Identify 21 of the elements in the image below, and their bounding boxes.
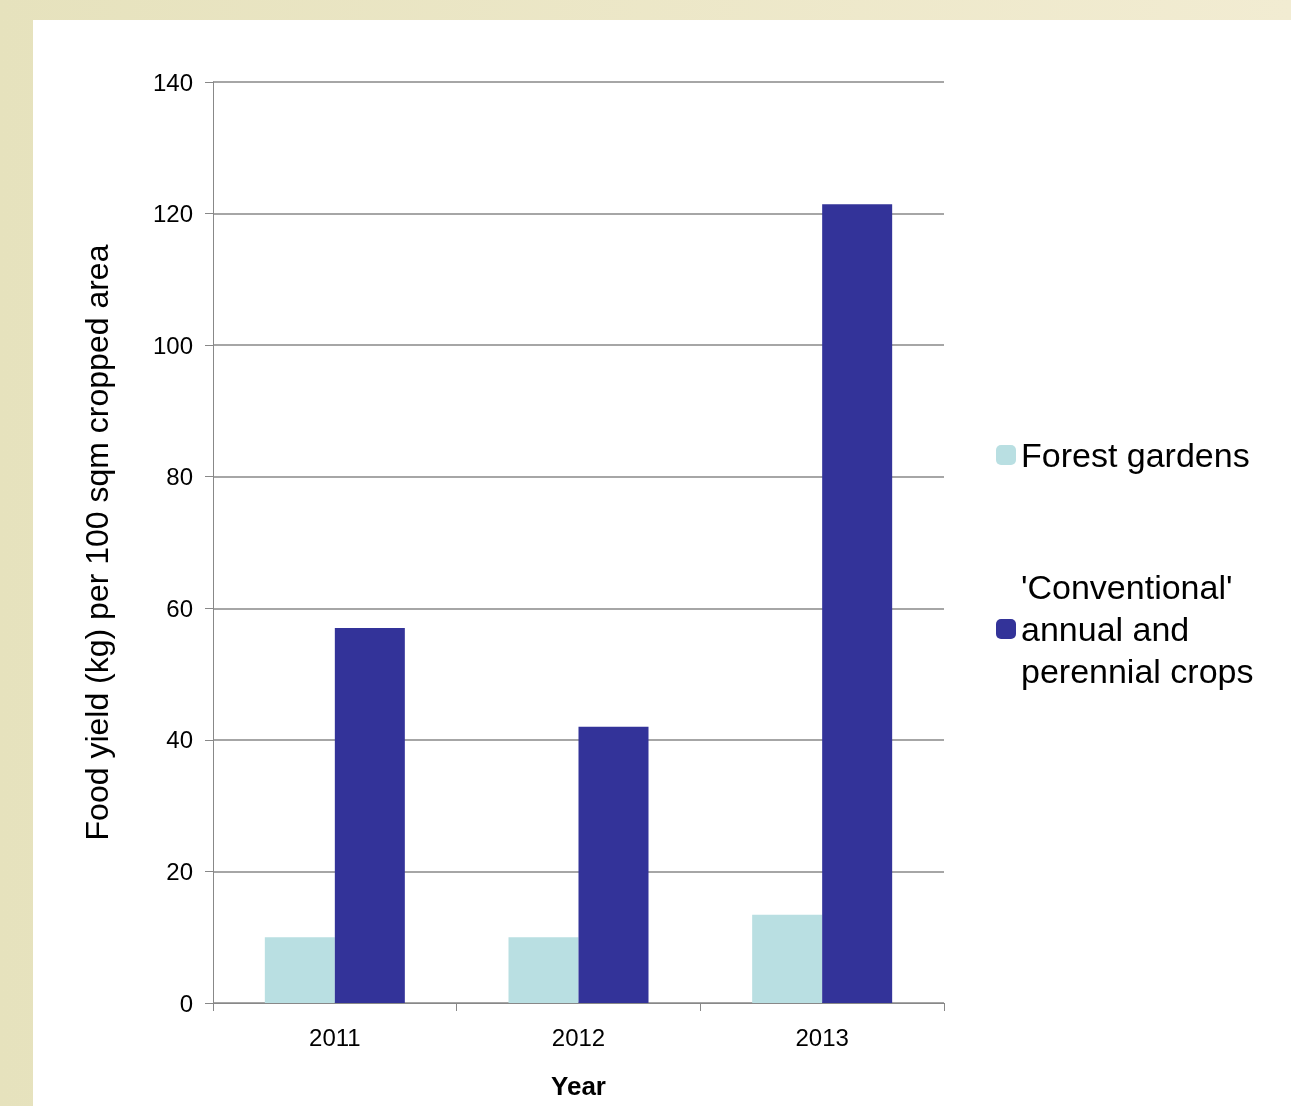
y-tick-label: 100 [152,331,193,359]
y-tick-label: 60 [166,594,193,622]
x-axis-title: Year [551,1071,606,1101]
y-tick-label: 80 [166,463,193,491]
bar [578,726,649,1003]
x-tick-label: 2012 [551,1023,606,1051]
x-tick-label: 2013 [795,1023,849,1051]
bar [264,937,335,1003]
legend-label: 'Conventional' annual and perennial crops [1021,568,1254,690]
y-tick-label: 40 [166,726,193,754]
bar [752,914,823,1003]
y-tick-label: 120 [152,200,193,228]
bar [508,937,579,1003]
y-tick-label: 20 [166,857,193,885]
y-tick-label: 140 [152,68,193,96]
bar [334,628,405,1003]
x-tick-label: 2011 [309,1023,361,1051]
bar [822,204,893,1003]
y-tick-label: 0 [179,989,193,1017]
legend-label: Forest gardens [1021,436,1250,474]
y-axis-title: Food yield (kg) per 100 sqm cropped area [79,244,115,841]
